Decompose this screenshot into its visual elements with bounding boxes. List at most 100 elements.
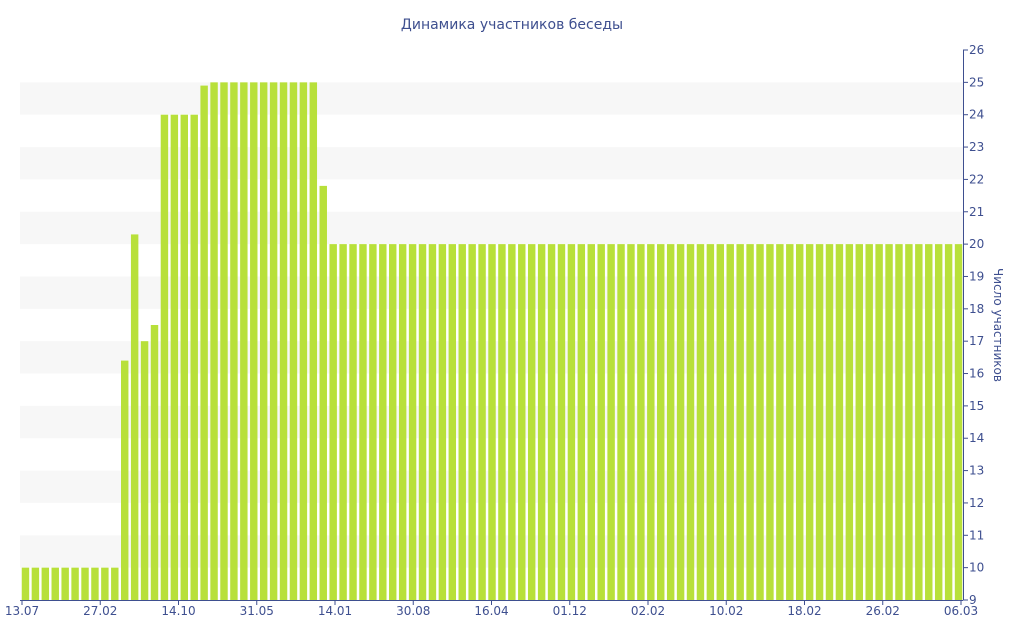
y-tick-label: 17 bbox=[969, 334, 984, 348]
bar[interactable] bbox=[259, 82, 268, 601]
bar[interactable] bbox=[815, 244, 824, 600]
bar[interactable] bbox=[71, 567, 79, 600]
bar[interactable] bbox=[121, 360, 129, 600]
bar[interactable] bbox=[61, 567, 69, 600]
bar[interactable] bbox=[359, 244, 367, 600]
bar[interactable] bbox=[21, 567, 30, 600]
bar[interactable] bbox=[180, 114, 188, 601]
bar[interactable] bbox=[269, 82, 278, 601]
bar[interactable] bbox=[299, 82, 308, 601]
bar[interactable] bbox=[210, 82, 218, 601]
bar[interactable] bbox=[398, 244, 407, 600]
bar[interactable] bbox=[458, 244, 466, 600]
bar[interactable] bbox=[329, 244, 337, 600]
bar[interactable] bbox=[716, 244, 725, 600]
bar[interactable] bbox=[488, 244, 496, 600]
bar[interactable] bbox=[81, 567, 89, 600]
bar[interactable] bbox=[925, 244, 933, 600]
bar[interactable] bbox=[478, 244, 486, 600]
bar[interactable] bbox=[825, 244, 834, 600]
bar[interactable] bbox=[855, 244, 863, 600]
bar[interactable] bbox=[706, 244, 715, 600]
bar[interactable] bbox=[111, 567, 119, 600]
bar[interactable] bbox=[190, 114, 198, 601]
x-tick-label: 14.10 bbox=[161, 604, 195, 618]
bar[interactable] bbox=[736, 244, 744, 600]
bar[interactable] bbox=[686, 244, 695, 600]
bar[interactable] bbox=[795, 244, 804, 600]
bar[interactable] bbox=[508, 244, 516, 600]
bar[interactable] bbox=[438, 244, 447, 600]
bar[interactable] bbox=[587, 244, 595, 600]
bar[interactable] bbox=[369, 244, 377, 600]
bar[interactable] bbox=[746, 244, 754, 600]
bar[interactable] bbox=[468, 244, 476, 600]
bar[interactable] bbox=[130, 234, 139, 600]
bar[interactable] bbox=[597, 244, 605, 600]
bar[interactable] bbox=[250, 82, 258, 601]
bar[interactable] bbox=[865, 244, 873, 600]
bar[interactable] bbox=[240, 82, 248, 601]
bar[interactable] bbox=[895, 244, 903, 600]
y-tick-label: 16 bbox=[969, 367, 984, 381]
bar[interactable] bbox=[786, 244, 794, 600]
bar[interactable] bbox=[617, 244, 625, 600]
bar[interactable] bbox=[200, 85, 208, 601]
bar[interactable] bbox=[676, 244, 685, 600]
bar[interactable] bbox=[756, 244, 764, 600]
bar[interactable] bbox=[696, 244, 705, 600]
bar[interactable] bbox=[805, 244, 814, 600]
bar[interactable] bbox=[51, 567, 59, 600]
bar[interactable] bbox=[577, 244, 586, 600]
bar[interactable] bbox=[527, 244, 536, 600]
bar[interactable] bbox=[905, 244, 913, 600]
bar[interactable] bbox=[101, 567, 109, 600]
bar[interactable] bbox=[230, 82, 238, 601]
bar[interactable] bbox=[885, 244, 893, 600]
bar[interactable] bbox=[766, 244, 774, 600]
bar[interactable] bbox=[140, 341, 149, 600]
bar[interactable] bbox=[954, 244, 963, 600]
bar[interactable] bbox=[835, 244, 844, 600]
bar[interactable] bbox=[557, 244, 566, 600]
bar[interactable] bbox=[408, 244, 417, 600]
bar[interactable] bbox=[339, 244, 347, 600]
bar[interactable] bbox=[418, 244, 427, 600]
bar[interactable] bbox=[666, 244, 675, 600]
bar[interactable] bbox=[547, 244, 556, 600]
bar[interactable] bbox=[349, 244, 357, 600]
bar[interactable] bbox=[498, 244, 506, 600]
bar[interactable] bbox=[726, 244, 734, 600]
bar[interactable] bbox=[170, 114, 179, 601]
bar[interactable] bbox=[31, 567, 40, 600]
bar[interactable] bbox=[776, 244, 784, 600]
bar[interactable] bbox=[309, 82, 318, 601]
bar[interactable] bbox=[537, 244, 546, 600]
bar[interactable] bbox=[915, 244, 923, 600]
bar[interactable] bbox=[567, 244, 576, 600]
bar[interactable] bbox=[934, 244, 943, 600]
bar[interactable] bbox=[91, 567, 99, 600]
bar[interactable] bbox=[379, 244, 387, 600]
bar[interactable] bbox=[518, 244, 526, 600]
bar[interactable] bbox=[627, 244, 635, 600]
bar[interactable] bbox=[279, 82, 288, 601]
bar[interactable] bbox=[637, 244, 645, 600]
bar[interactable] bbox=[647, 244, 655, 600]
bar[interactable] bbox=[220, 82, 228, 601]
bar[interactable] bbox=[428, 244, 437, 600]
bar[interactable] bbox=[657, 244, 665, 600]
bar[interactable] bbox=[389, 244, 397, 600]
bar[interactable] bbox=[41, 567, 50, 600]
bar[interactable] bbox=[160, 114, 169, 601]
bar[interactable] bbox=[607, 244, 615, 600]
bar[interactable] bbox=[944, 244, 953, 600]
bar[interactable] bbox=[845, 244, 854, 600]
bar[interactable] bbox=[150, 325, 159, 600]
y-axis: 9 10 11 12 13 14 15 16 17 18 19 20 21 22 23 24 25 26 bbox=[963, 43, 984, 607]
bar[interactable] bbox=[875, 244, 883, 600]
bar[interactable] bbox=[319, 185, 327, 600]
y-tick-label: 14 bbox=[969, 431, 984, 445]
bar[interactable] bbox=[289, 82, 298, 601]
bar[interactable] bbox=[448, 244, 457, 600]
